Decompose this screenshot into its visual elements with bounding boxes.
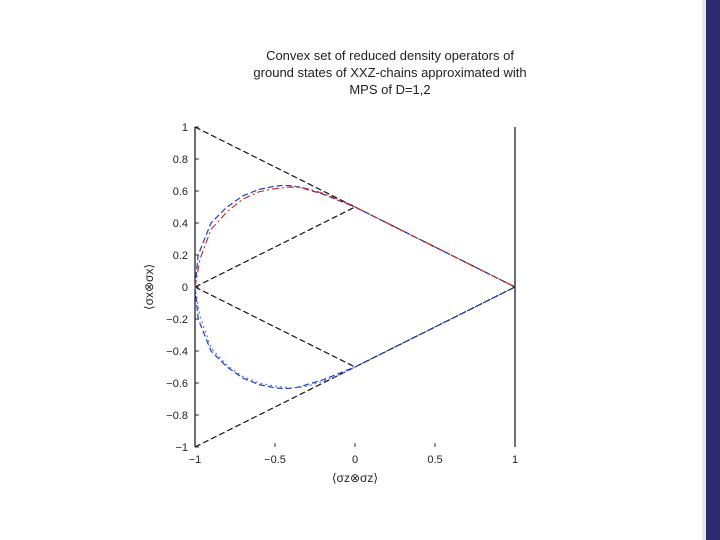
y-tick-label: −0.8 xyxy=(166,410,188,422)
slide-sidebar xyxy=(706,0,720,540)
series-line xyxy=(194,184,516,288)
chart-title-line-2: ground states of XXZ-chains approximated… xyxy=(253,65,527,80)
series-line xyxy=(194,286,356,368)
series-line xyxy=(194,286,356,389)
y-axis-label: ⟨σx⊗σx⟩ xyxy=(142,264,156,310)
x-tick-label: −1 xyxy=(189,454,202,466)
y-tick-label: 0.4 xyxy=(173,218,188,230)
y-tick-label: −0.2 xyxy=(166,314,188,326)
x-tick-label: −0.5 xyxy=(264,454,286,466)
x-tick-label: 0 xyxy=(352,454,358,466)
series-line xyxy=(194,206,356,288)
y-tick-label: 0.8 xyxy=(173,154,188,166)
y-tick-label: −0.6 xyxy=(166,378,188,390)
series-line xyxy=(194,286,516,390)
x-tick-label: 1 xyxy=(512,454,518,466)
y-tick-label: −1 xyxy=(175,442,188,454)
x-tick-label: 0.5 xyxy=(427,454,442,466)
chart-title-line-1: Convex set of reduced density operators … xyxy=(266,48,514,63)
x-axis-label: ⟨σz⊗σz⟩ xyxy=(332,471,378,485)
chart-title-line-3: MPS of D=1,2 xyxy=(349,82,431,97)
chart-title: Convex set of reduced density operators … xyxy=(230,47,550,98)
y-tick-label: −0.4 xyxy=(166,346,188,358)
y-tick-label: 1 xyxy=(182,122,188,134)
series-line xyxy=(194,186,516,288)
y-tick-label: 0.2 xyxy=(173,250,188,262)
y-tick-label: 0 xyxy=(182,282,188,294)
sidebar-edge xyxy=(702,0,706,540)
y-tick-label: 0.6 xyxy=(173,186,188,198)
